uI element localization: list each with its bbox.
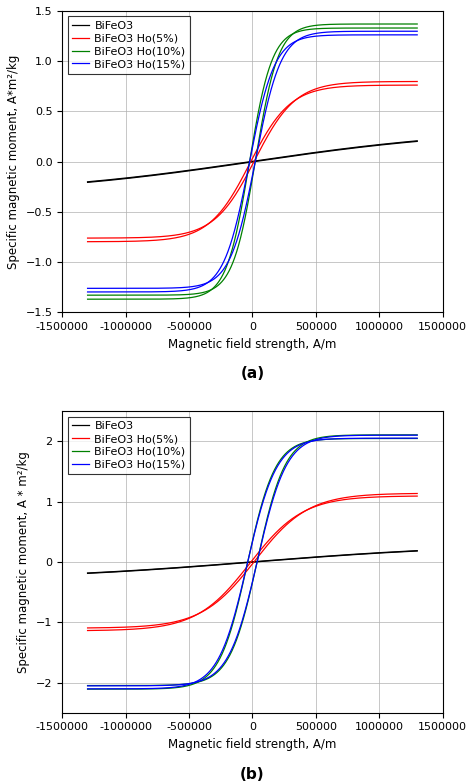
- Line: BiFeO3: BiFeO3: [88, 550, 417, 573]
- BiFeO3: [236, 558, 242, 568]
- BiFeO3 Ho(10%): [236, 628, 242, 637]
- BiFeO3: [414, 136, 420, 146]
- BiFeO3 Ho(5%): [236, 184, 242, 194]
- BiFeO3 Ho(10%): [414, 20, 420, 29]
- BiFeO3: [344, 143, 350, 153]
- BiFeO3: [405, 137, 410, 147]
- BiFeO3 Ho(15%): [405, 27, 410, 36]
- BiFeO3 Ho(15%): [245, 596, 251, 605]
- BiFeO3 Ho(15%): [405, 27, 410, 36]
- BiFeO3 Ho(15%): [344, 27, 350, 36]
- BiFeO3: [414, 546, 420, 555]
- BiFeO3: [85, 568, 91, 578]
- BiFeO3 Ho(15%): [414, 430, 420, 440]
- Text: (b): (b): [240, 767, 264, 782]
- BiFeO3 Ho(10%): [344, 430, 350, 440]
- Line: BiFeO3 Ho(5%): BiFeO3 Ho(5%): [88, 493, 417, 628]
- BiFeO3: [405, 137, 410, 147]
- Line: BiFeO3 Ho(5%): BiFeO3 Ho(5%): [88, 82, 417, 238]
- BiFeO3 Ho(15%): [405, 430, 410, 440]
- Y-axis label: Specific magnetic moment, A*m²/kg: Specific magnetic moment, A*m²/kg: [7, 54, 20, 269]
- BiFeO3 Ho(10%): [405, 430, 410, 440]
- BiFeO3: [236, 158, 242, 168]
- BiFeO3 Ho(10%): [414, 430, 420, 440]
- BiFeO3 Ho(5%): [405, 489, 410, 499]
- BiFeO3 Ho(10%): [344, 20, 350, 29]
- BiFeO3 Ho(5%): [101, 234, 107, 243]
- Line: BiFeO3: BiFeO3: [88, 141, 417, 182]
- BiFeO3 Ho(5%): [344, 78, 350, 88]
- BiFeO3 Ho(10%): [405, 20, 410, 29]
- Line: BiFeO3 Ho(15%): BiFeO3 Ho(15%): [88, 435, 417, 686]
- X-axis label: Magnetic field strength, A/m: Magnetic field strength, A/m: [168, 738, 337, 751]
- BiFeO3 Ho(5%): [344, 492, 350, 502]
- BiFeO3 Ho(5%): [405, 77, 410, 86]
- BiFeO3 Ho(5%): [405, 489, 410, 499]
- X-axis label: Magnetic field strength, A/m: Magnetic field strength, A/m: [168, 338, 337, 350]
- BiFeO3 Ho(5%): [414, 77, 420, 86]
- BiFeO3 Ho(15%): [236, 228, 242, 238]
- BiFeO3 Ho(5%): [85, 623, 91, 633]
- BiFeO3 Ho(15%): [101, 284, 107, 293]
- BiFeO3 Ho(15%): [85, 284, 91, 293]
- Line: BiFeO3 Ho(10%): BiFeO3 Ho(10%): [88, 435, 417, 685]
- BiFeO3 Ho(5%): [414, 488, 420, 498]
- BiFeO3 Ho(5%): [85, 234, 91, 243]
- BiFeO3 Ho(5%): [101, 623, 107, 633]
- BiFeO3 Ho(10%): [236, 238, 242, 248]
- BiFeO3 Ho(15%): [405, 430, 410, 440]
- BiFeO3: [405, 546, 410, 556]
- BiFeO3: [85, 177, 91, 187]
- BiFeO3 Ho(10%): [85, 681, 91, 690]
- BiFeO3 Ho(10%): [85, 290, 91, 299]
- BiFeO3 Ho(10%): [101, 681, 107, 690]
- BiFeO3 Ho(5%): [245, 565, 251, 575]
- BiFeO3 Ho(10%): [405, 430, 410, 440]
- BiFeO3 Ho(10%): [101, 290, 107, 299]
- BiFeO3 Ho(15%): [101, 681, 107, 691]
- BiFeO3 Ho(15%): [236, 626, 242, 635]
- Y-axis label: Specific magnetic moment, A * m²/kg: Specific magnetic moment, A * m²/kg: [18, 451, 30, 673]
- BiFeO3 Ho(15%): [344, 431, 350, 441]
- BiFeO3: [101, 176, 107, 185]
- BiFeO3 Ho(10%): [245, 199, 251, 209]
- Line: BiFeO3 Ho(10%): BiFeO3 Ho(10%): [88, 24, 417, 295]
- BiFeO3 Ho(15%): [414, 27, 420, 36]
- BiFeO3: [245, 158, 251, 167]
- Text: (a): (a): [240, 366, 264, 382]
- BiFeO3 Ho(5%): [236, 575, 242, 585]
- BiFeO3: [245, 557, 251, 567]
- BiFeO3: [101, 568, 107, 577]
- BiFeO3: [405, 546, 410, 556]
- Legend: BiFeO3, BiFeO3 Ho(5%), BiFeO3 Ho(10%), BiFeO3 Ho(15%): BiFeO3, BiFeO3 Ho(5%), BiFeO3 Ho(10%), B…: [68, 417, 190, 474]
- BiFeO3 Ho(5%): [245, 169, 251, 178]
- BiFeO3 Ho(15%): [245, 193, 251, 202]
- BiFeO3 Ho(5%): [405, 77, 410, 86]
- Line: BiFeO3 Ho(15%): BiFeO3 Ho(15%): [88, 31, 417, 289]
- BiFeO3 Ho(10%): [245, 597, 251, 607]
- BiFeO3: [344, 550, 350, 560]
- BiFeO3 Ho(15%): [85, 681, 91, 691]
- Legend: BiFeO3, BiFeO3 Ho(5%), BiFeO3 Ho(10%), BiFeO3 Ho(15%): BiFeO3, BiFeO3 Ho(5%), BiFeO3 Ho(10%), B…: [68, 16, 190, 74]
- BiFeO3 Ho(10%): [405, 20, 410, 29]
